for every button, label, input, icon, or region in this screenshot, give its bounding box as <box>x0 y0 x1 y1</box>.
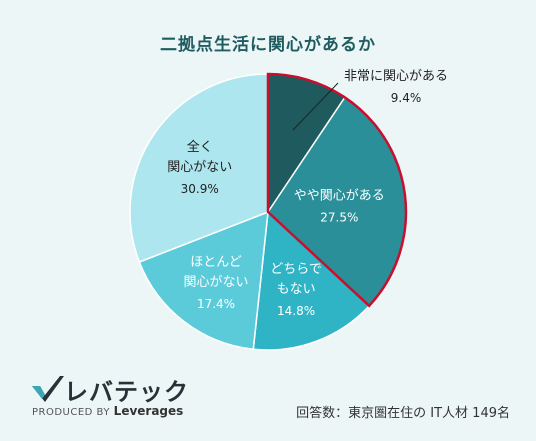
callout-line-1 <box>292 82 339 131</box>
logo-brand: レバテック <box>64 378 189 406</box>
slice-value-5: 30.9% <box>181 182 219 196</box>
slice-label-5: 全く関心がない <box>167 139 232 175</box>
chart-title: 二拠点生活に関心があるか <box>160 35 376 55</box>
respondent-count-note: 回答数：東京圏在住の IT人材 149名 <box>296 406 510 421</box>
slice-value-2: 27.5% <box>320 211 358 225</box>
pie-slice-4 <box>138 210 269 351</box>
slice-value-4: 17.4% <box>197 297 235 311</box>
slice-value-1: 9.4% <box>391 91 422 105</box>
slice-label-1: 非常に関心がある <box>344 69 448 84</box>
produced-by-text: PRODUCED BY <box>32 407 110 418</box>
pie-slice-5 <box>129 73 269 263</box>
highlight-outline <box>266 72 408 308</box>
slice-label-4: ほとんど関心がない <box>183 255 248 290</box>
leverages-logo: レバテック PRODUCED BY Leverages <box>30 372 210 422</box>
checkmark-logo-icon <box>32 376 64 402</box>
slice-label-2: やや関心がある <box>294 189 385 204</box>
slice-value-3: 14.8% <box>277 304 315 318</box>
logo-produced-by: PRODUCED BY Leverages <box>32 404 183 418</box>
slice-label-3: どちらでもない <box>270 262 322 297</box>
company-name: Leverages <box>113 404 184 418</box>
pie-slice-3 <box>252 210 371 351</box>
